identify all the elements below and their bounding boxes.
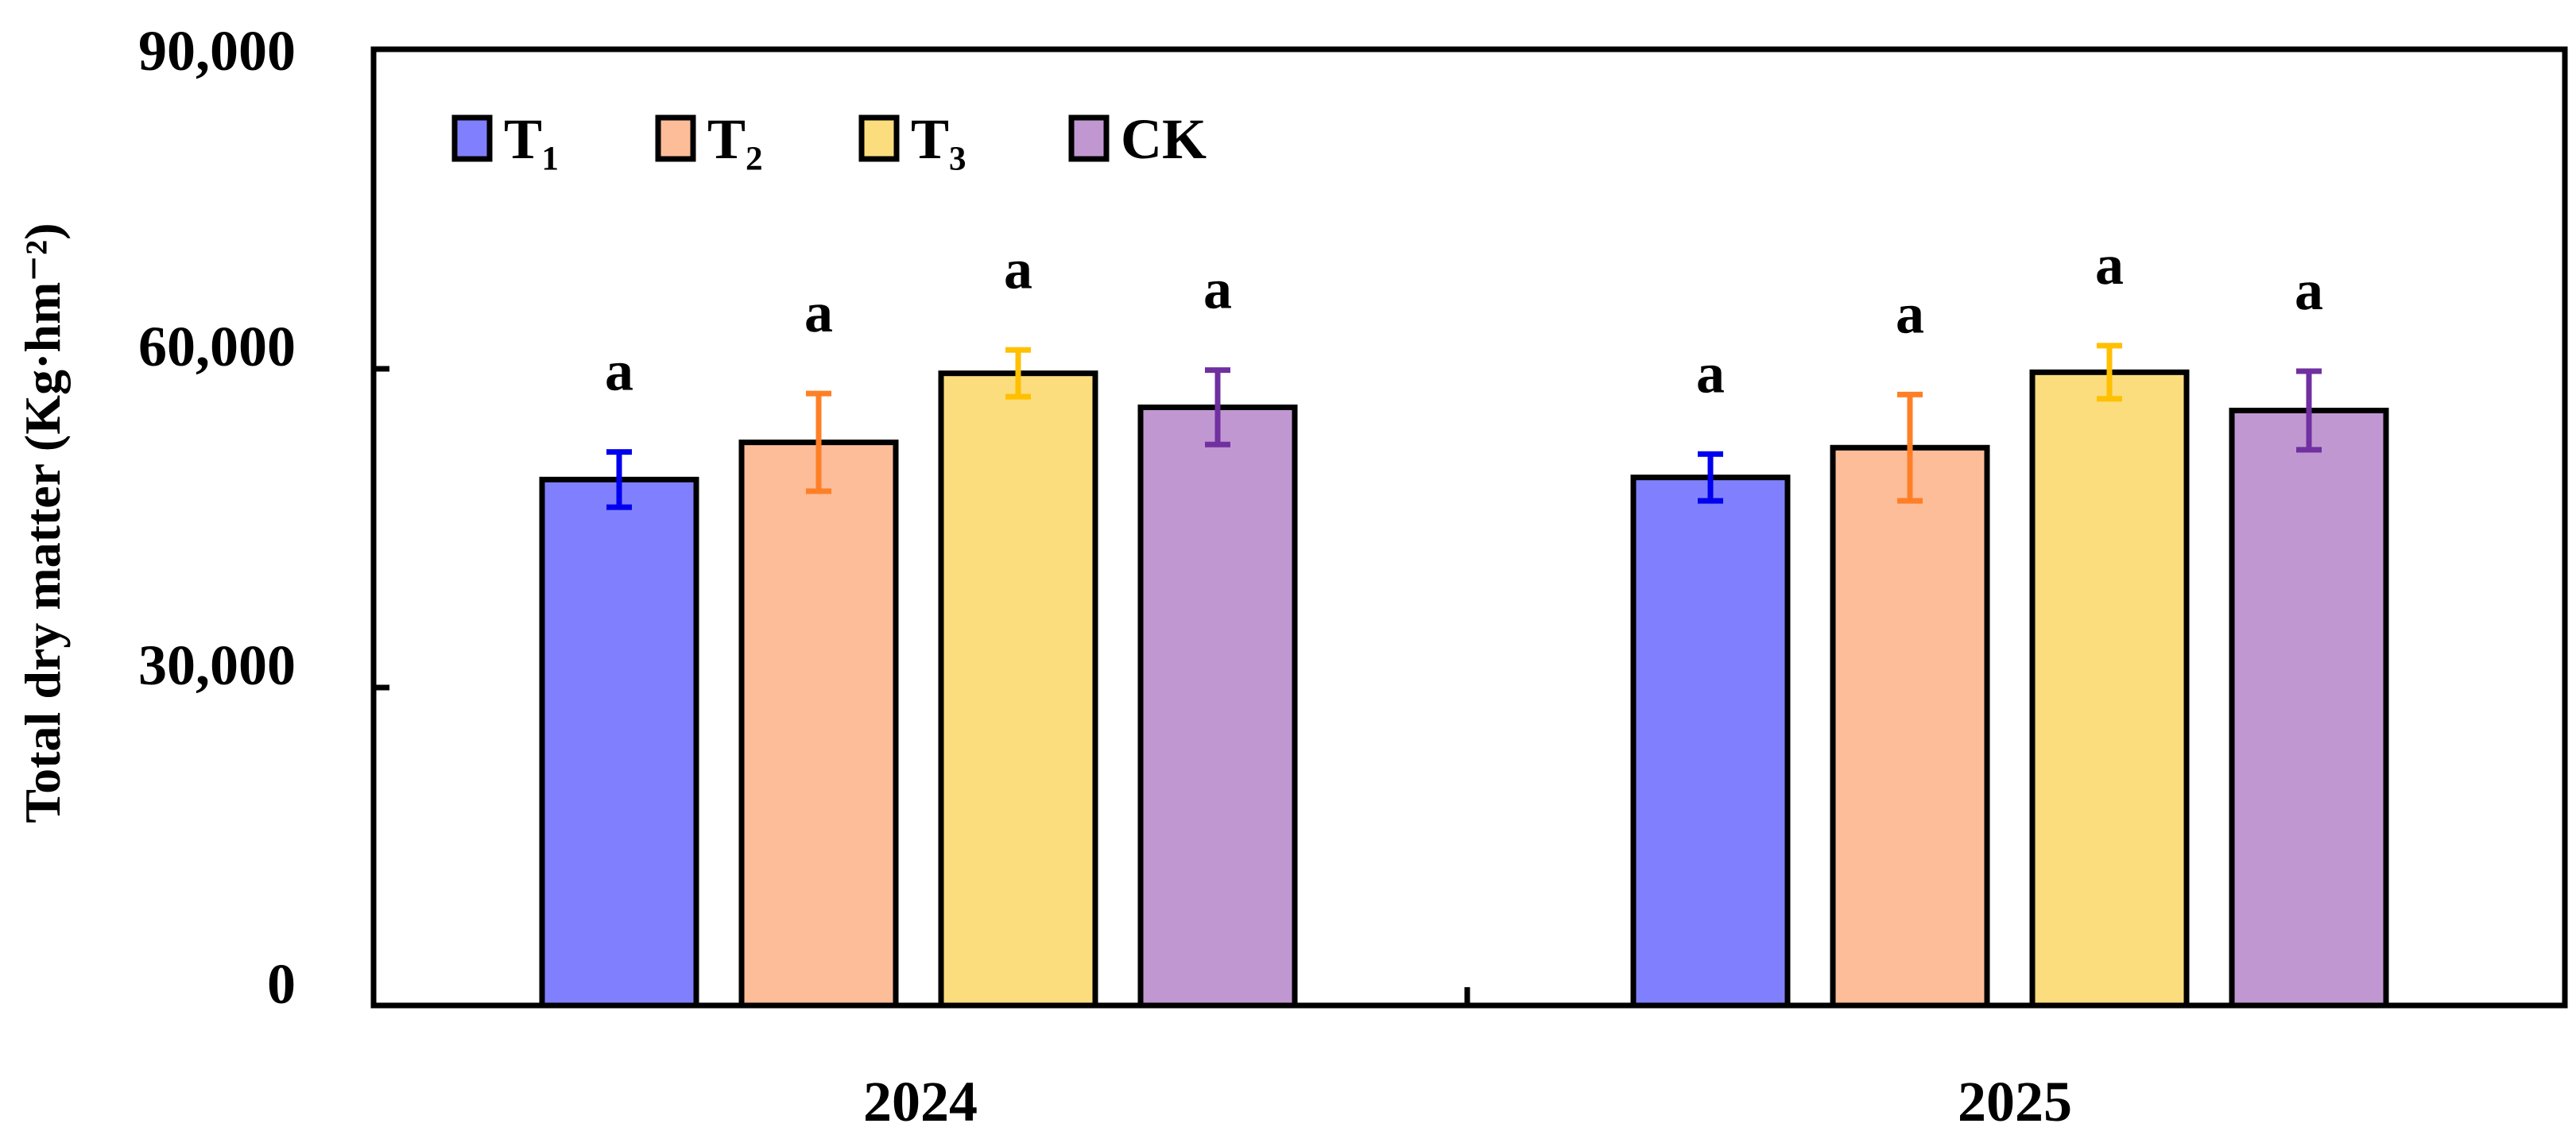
- legend-swatch-ck: [1068, 114, 1110, 162]
- bar: [1630, 475, 1791, 1009]
- legend-label-t2: T₂: [707, 107, 763, 171]
- chart-marks: a a a a a a a a: [539, 233, 2389, 1009]
- y-tick-label: 30,000: [138, 633, 296, 697]
- bar: [938, 370, 1098, 1009]
- significance-label: a: [1004, 237, 1032, 300]
- legend-swatch-t1: [451, 114, 493, 162]
- significance-label: a: [1203, 258, 1232, 321]
- legend: T₁ T₂ T₃ CK: [451, 107, 1207, 171]
- legend-swatch-t2: [655, 114, 696, 162]
- legend-label-t3: T₃: [911, 107, 966, 171]
- bar: [1137, 404, 1298, 1009]
- bar: [738, 440, 899, 1009]
- significance-label: a: [1896, 281, 1924, 345]
- bar: [2029, 369, 2190, 1009]
- legend-swatch-t3: [858, 114, 900, 162]
- bar: [1830, 444, 1990, 1009]
- bar: [539, 476, 699, 1009]
- x-tick-label: 2024: [863, 1070, 978, 1133]
- legend-label-t1: T₁: [504, 107, 560, 171]
- y-tick-label: 60,000: [138, 315, 296, 378]
- y-tick-label: 90,000: [138, 19, 296, 83]
- significance-label: a: [605, 339, 633, 403]
- y-tick-label: 0: [267, 952, 296, 1016]
- legend-label-ck: CK: [1121, 107, 1207, 171]
- significance-label: a: [1696, 341, 1725, 405]
- x-tick-label: 2025: [1958, 1070, 2072, 1133]
- y-axis-label: Total dry matter (Kg·hm⁻²): [14, 223, 71, 823]
- significance-label: a: [804, 281, 833, 344]
- bar: [2229, 407, 2389, 1009]
- significance-label: a: [2095, 233, 2124, 296]
- significance-label: a: [2295, 258, 2323, 322]
